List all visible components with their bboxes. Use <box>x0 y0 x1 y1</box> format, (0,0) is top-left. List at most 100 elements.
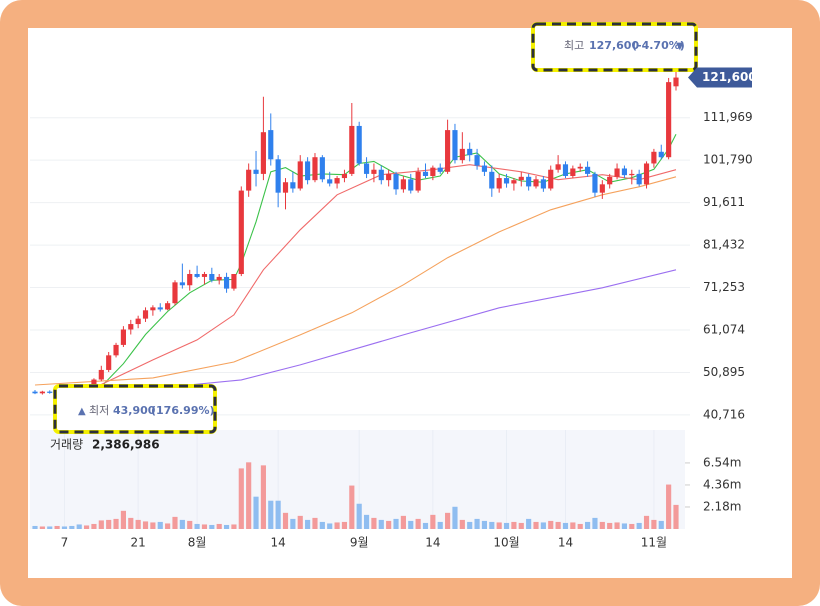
x-tick-label: 10월 <box>493 536 519 550</box>
candle-body <box>135 318 141 325</box>
volume-title: 거래량 <box>50 438 83 452</box>
volume-bar <box>61 526 68 529</box>
high-arrow: ▼ <box>676 41 684 52</box>
last-price-tag <box>688 67 752 88</box>
candle-body <box>268 130 274 160</box>
y2-tick-label: 4.36m <box>703 477 741 491</box>
volume-bar <box>113 518 119 529</box>
y2-tick-label: 6.54m <box>703 455 741 469</box>
volume-bar <box>319 521 325 529</box>
volume-bar <box>481 520 488 529</box>
volume-bar <box>275 500 281 529</box>
volume-bar <box>363 514 370 529</box>
x-tick-label: 7 <box>61 536 69 550</box>
candle-body <box>636 173 642 185</box>
low-highlight-dash <box>53 384 217 434</box>
volume-bar <box>555 521 561 529</box>
candle-body <box>334 178 340 184</box>
candle-body <box>386 173 392 181</box>
candle-body <box>209 274 215 281</box>
candle-body <box>260 132 266 174</box>
candle-body <box>172 282 178 304</box>
volume-bar <box>172 516 178 529</box>
candle-body <box>452 130 458 161</box>
candle-body <box>319 157 325 180</box>
volume-bar <box>194 523 200 529</box>
volume-bar <box>651 519 657 529</box>
volume-bar <box>629 523 635 529</box>
candle-body <box>363 163 370 174</box>
volume-bar <box>459 519 465 529</box>
candle-body <box>629 173 635 176</box>
volume-bar <box>150 522 156 529</box>
candle-body <box>437 167 443 172</box>
volume-bar <box>349 485 355 529</box>
x-tick-label: 8월 <box>188 536 207 550</box>
y2-tick-label: 2.18m <box>703 499 741 513</box>
volume-bar <box>408 520 414 529</box>
volume-bar <box>658 520 664 529</box>
candle-body <box>47 391 53 393</box>
volume-bar <box>327 523 333 529</box>
volume-bar <box>526 518 532 529</box>
volume-bar <box>98 520 104 529</box>
volume-bar <box>47 526 53 529</box>
volume-bar <box>268 500 274 529</box>
high-price: 127,600 <box>589 39 639 52</box>
volume-bar <box>83 525 90 529</box>
volume-bar <box>231 524 237 529</box>
candle-body <box>194 274 200 277</box>
volume-bar <box>187 520 193 529</box>
candles <box>32 52 679 402</box>
candle-body <box>445 130 451 172</box>
candle-body <box>621 168 628 176</box>
candle-body <box>474 155 480 166</box>
candle-body <box>599 184 605 193</box>
moving-average <box>34 176 677 386</box>
volume-bar <box>238 468 244 529</box>
low-change: (176.99%) <box>151 404 215 417</box>
candle-body <box>430 167 436 176</box>
volume-bar <box>599 521 605 529</box>
volume-bar <box>334 522 340 529</box>
volume-bar <box>223 524 230 529</box>
volume-bar <box>290 518 296 529</box>
volume-bar <box>282 512 289 529</box>
volume-bar <box>393 518 399 529</box>
candle-body <box>422 171 429 176</box>
x-tick-label: 14 <box>425 536 440 550</box>
volume-bar <box>496 522 502 529</box>
volume-bar <box>179 519 185 529</box>
volume-bar <box>69 525 75 529</box>
x-tick-label: 21 <box>131 536 146 550</box>
volume-bar <box>607 522 613 529</box>
candle-body <box>489 171 495 189</box>
volume-bar <box>54 525 60 529</box>
high-change: (-4.70%) <box>632 39 685 52</box>
volume-bar <box>452 506 458 529</box>
x-tick-label: 11월 <box>641 536 667 550</box>
volume-bar <box>585 521 591 529</box>
candle-body <box>113 344 119 356</box>
candle-body <box>415 171 421 191</box>
volume-bar <box>128 517 134 529</box>
volume-bar <box>305 519 311 529</box>
candle-body <box>32 391 38 394</box>
candle-body <box>290 182 296 189</box>
candle-body <box>165 303 171 310</box>
candle-body <box>555 164 561 170</box>
volume-bar <box>614 522 620 529</box>
volume-bar <box>570 522 576 529</box>
x-tick-label: 9월 <box>350 536 369 550</box>
y-tick-label: 101,790 <box>703 153 753 167</box>
volume-bar <box>120 510 126 529</box>
volume-bar <box>548 520 554 529</box>
candle-body <box>673 77 679 87</box>
high-highlight-dash <box>531 22 698 72</box>
volume-bar <box>216 523 222 529</box>
y-tick-label: 111,969 <box>703 110 753 124</box>
candle-body <box>216 276 222 281</box>
volume-bar <box>260 465 266 529</box>
grid <box>30 117 690 529</box>
candle-body <box>305 161 311 181</box>
